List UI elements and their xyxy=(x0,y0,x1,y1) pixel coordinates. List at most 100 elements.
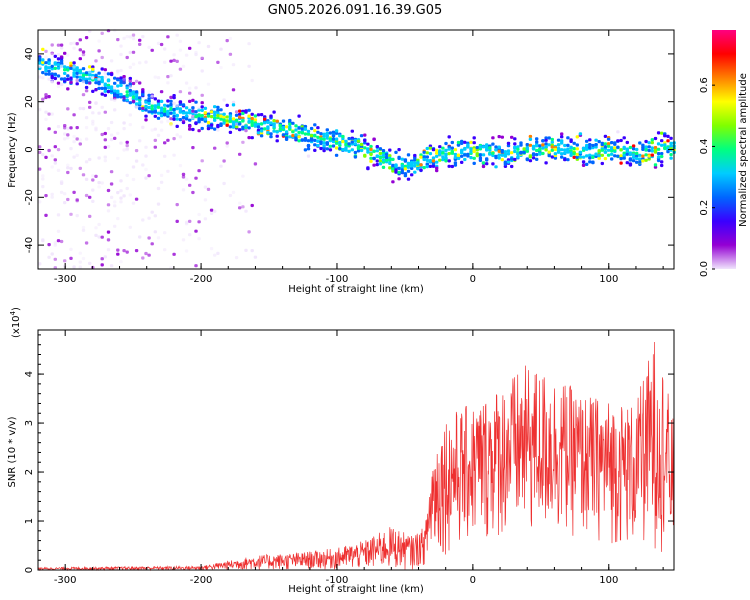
spectrogram-noise-cell xyxy=(91,174,94,177)
spectrogram-cell xyxy=(626,149,629,152)
spectrogram-cell xyxy=(260,122,263,125)
spectrogram-noise-cell xyxy=(226,145,229,148)
spectrogram-noise-cell xyxy=(244,129,247,132)
spectrogram-noise-cell xyxy=(132,63,135,66)
spectrogram-noise-cell xyxy=(251,249,254,252)
spectrogram-noise-cell xyxy=(107,127,110,130)
spectrogram-cell xyxy=(623,157,626,160)
spectrogram-cell xyxy=(532,156,535,159)
spectrogram-cell xyxy=(482,145,485,148)
spectrogram-noise-cell xyxy=(135,198,138,201)
spectrogram-noise-cell xyxy=(110,264,113,267)
spectrogram-cell xyxy=(644,140,647,143)
spectrogram-cell xyxy=(66,68,69,71)
spectrogram-cell xyxy=(648,149,651,152)
spectrogram-cell xyxy=(379,159,382,162)
snr-panel: -300 -200 -100 0 100 01234 Height of straigh… xyxy=(7,307,674,595)
spectrogram-noise-cell xyxy=(157,203,160,206)
spectrogram-cell xyxy=(207,115,210,118)
spectrogram-noise-cell xyxy=(97,185,100,188)
spectrogram-cell xyxy=(376,159,379,162)
spectrogram-noise-cell xyxy=(66,136,69,139)
spectrogram-noise-cell xyxy=(79,48,82,51)
spectrogram-noise-cell xyxy=(82,80,85,83)
spectrogram-noise-cell xyxy=(44,156,47,159)
spectrogram-cell xyxy=(569,151,572,154)
spectrogram-cell xyxy=(601,162,604,165)
spectrogram-cell xyxy=(369,148,372,151)
spectrogram-cell xyxy=(369,157,372,160)
spectrogram-noise-cell xyxy=(135,249,138,252)
spectrogram-cell xyxy=(326,143,329,146)
spectrogram-cell xyxy=(610,147,613,150)
spectrogram-cell xyxy=(544,161,547,164)
spectrogram-noise-cell xyxy=(94,175,97,178)
snr-x-label: Height of straight line (km) xyxy=(288,584,424,595)
spectrogram-cell xyxy=(160,107,163,110)
spectrogram-noise-cell xyxy=(51,193,54,196)
spectrogram-cell xyxy=(416,161,419,164)
spectrogram-cell xyxy=(57,57,60,60)
spectrogram-noise-cell xyxy=(44,55,47,58)
spectrogram-cell xyxy=(97,72,100,75)
spectrogram-cell xyxy=(573,152,576,155)
spectrogram-cell xyxy=(479,153,482,156)
spectrogram-cell xyxy=(357,145,360,148)
spectrogram-cell xyxy=(313,129,316,132)
spectrogram-cell xyxy=(360,149,363,152)
spectrogram-cell xyxy=(69,62,72,65)
spectrogram-cell xyxy=(382,158,385,161)
spectrogram-noise-cell xyxy=(113,86,116,89)
spectrogram-noise-cell xyxy=(138,43,141,46)
spectrogram-cell xyxy=(144,115,147,118)
spectrogram-cell xyxy=(307,139,310,142)
spectrogram-noise-cell xyxy=(207,45,210,48)
spectrogram-cell xyxy=(557,150,560,153)
spectrogram-cell xyxy=(516,152,519,155)
spectrogram-cell xyxy=(501,154,504,157)
spectrogram-noise-cell xyxy=(57,125,60,128)
spectrogram-cell xyxy=(263,118,266,121)
spectrogram-cell xyxy=(657,159,660,162)
spectrogram-noise-cell xyxy=(60,46,63,49)
spectrogram-cell xyxy=(204,111,207,114)
spectrogram-cell xyxy=(157,100,160,103)
spectrogram-cell xyxy=(297,115,300,118)
spectrogram-cell xyxy=(663,134,666,137)
spectrogram-noise-cell xyxy=(110,121,113,124)
spectrogram-noise-cell xyxy=(69,167,72,170)
spectrogram-noise-cell xyxy=(104,111,107,114)
spectrogram-noise-cell xyxy=(41,98,44,101)
spectrogram-cell xyxy=(188,128,191,131)
spectrogram-cell xyxy=(563,149,566,152)
spectrogram-cell xyxy=(79,76,82,79)
spectrogram-noise-cell xyxy=(135,149,138,152)
spectrogram-cell xyxy=(604,145,607,148)
spectrogram-cell xyxy=(379,156,382,159)
spectrogram-noise-cell xyxy=(129,85,132,88)
spectrogram-cell xyxy=(332,144,335,147)
spectrogram-noise-cell xyxy=(135,106,138,109)
spectrogram-cell xyxy=(526,158,529,161)
spectrogram-cell xyxy=(147,94,150,97)
spectrogram-cell xyxy=(588,156,591,159)
spectrogram-cell xyxy=(232,117,235,120)
spectrogram-noise-cell xyxy=(101,181,104,184)
spectrogram-noise-cell xyxy=(194,51,197,54)
spectrogram-y-tick-label: 20 xyxy=(24,95,35,108)
spectrogram-noise-cell xyxy=(76,154,79,157)
spectrogram-cell xyxy=(576,143,579,146)
spectrogram-cell xyxy=(507,161,510,164)
spectrogram-noise-cell xyxy=(116,249,119,252)
spectrogram-cell xyxy=(63,77,66,80)
spectrogram-cell xyxy=(260,134,263,137)
spectrogram-noise-cell xyxy=(47,95,50,98)
spectrogram-cell xyxy=(491,143,494,146)
spectrogram-cell xyxy=(366,148,369,151)
spectrogram-cell xyxy=(326,128,329,131)
spectrogram-cell xyxy=(219,118,222,121)
spectrogram-cell xyxy=(529,155,532,158)
spectrogram-noise-cell xyxy=(104,132,107,135)
spectrogram-noise-cell xyxy=(44,93,47,96)
spectrogram-cell xyxy=(491,136,494,139)
